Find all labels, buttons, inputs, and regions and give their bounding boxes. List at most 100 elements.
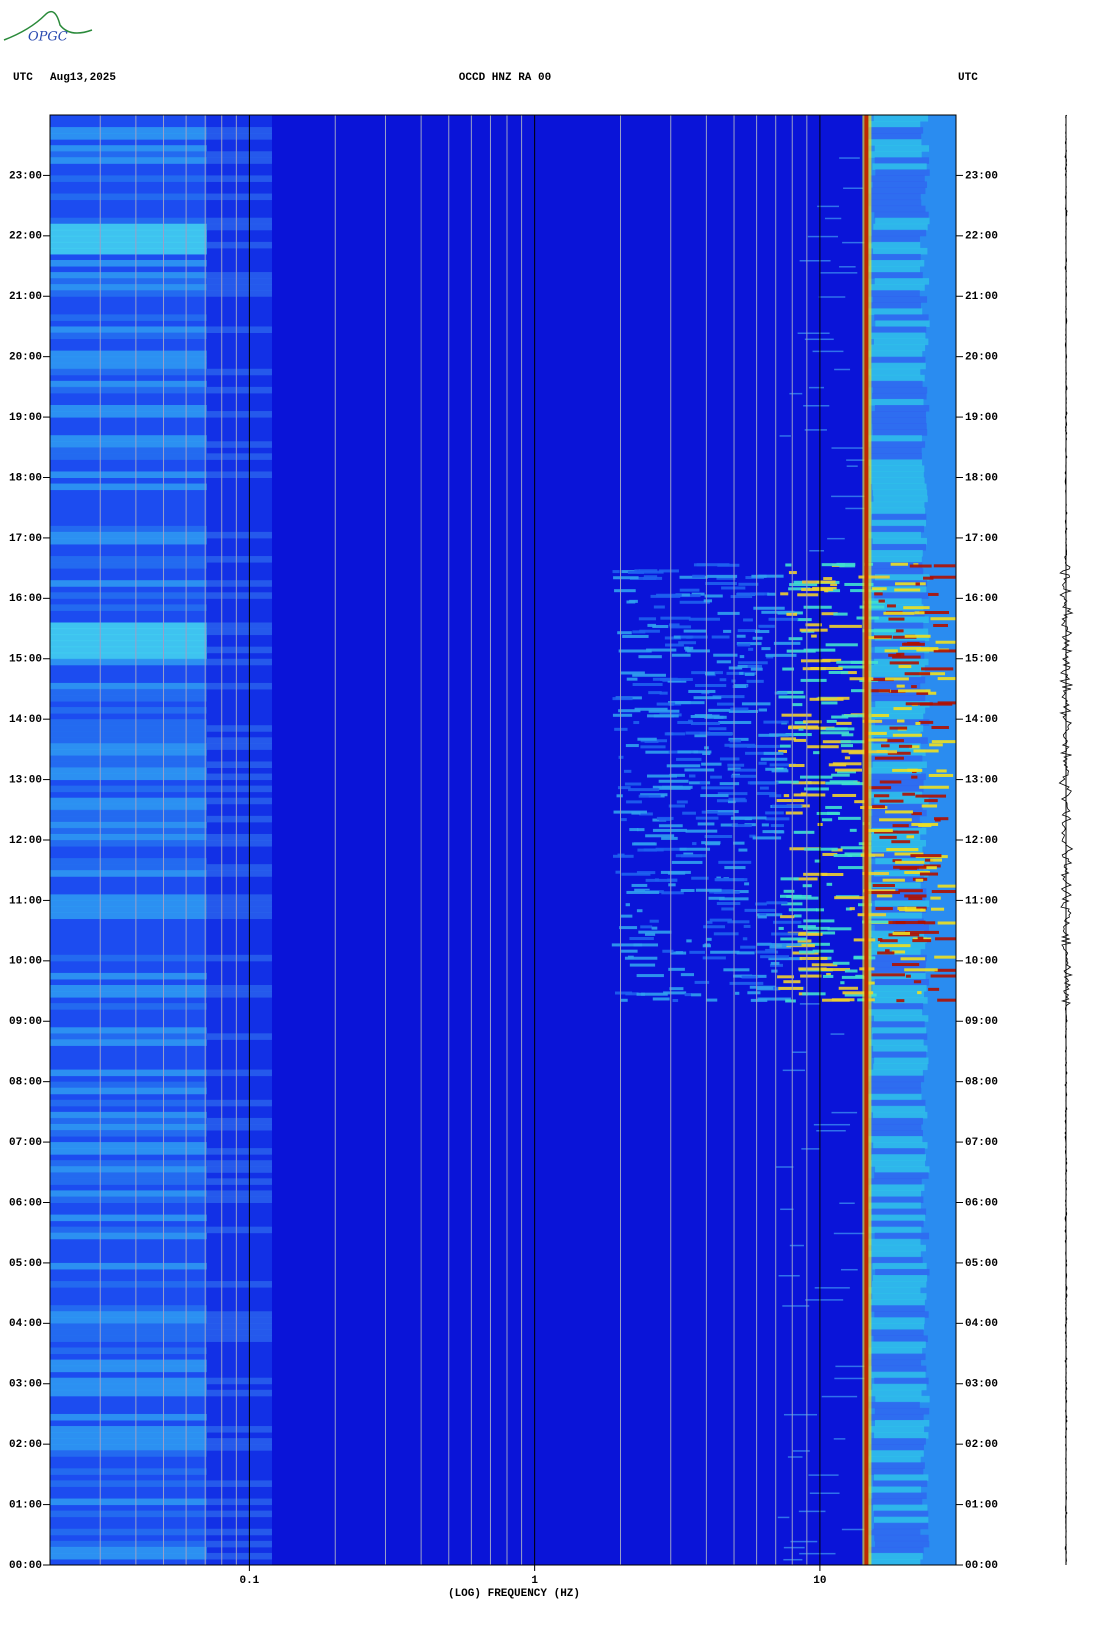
active-streak: [777, 690, 804, 694]
low-streak: [206, 453, 272, 460]
active-streak: [737, 629, 760, 633]
active-streak: [748, 647, 754, 651]
active-streak: [844, 993, 877, 997]
active-streak: [918, 720, 934, 724]
low-streak: [50, 604, 207, 611]
high-streak: [873, 1045, 928, 1052]
low-streak: [50, 773, 207, 781]
active-streak: [685, 648, 692, 652]
active-streak: [913, 980, 922, 984]
active-streak: [704, 834, 733, 839]
active-streak: [738, 582, 759, 586]
active-streak: [680, 973, 694, 977]
y-tick-label-right: 02:00: [965, 1439, 998, 1451]
low-streak: [50, 1160, 207, 1167]
y-tick-label-right: 18:00: [965, 472, 998, 484]
spectrogram: [50, 115, 956, 1565]
active-streak: [919, 610, 950, 615]
active-streak: [754, 630, 770, 634]
active-streak: [685, 646, 694, 650]
y-tick-label-right: 21:00: [965, 291, 998, 303]
low-streak: [50, 1389, 207, 1397]
active-streak: [844, 582, 874, 586]
high-streak: [871, 411, 927, 418]
active-streak: [838, 986, 859, 990]
weak-streak: [792, 1450, 810, 1452]
y-tick-label-right: 10:00: [965, 956, 998, 968]
low-streak: [206, 1329, 272, 1336]
active-streak: [886, 739, 904, 743]
active-streak: [793, 830, 815, 834]
high-streak: [866, 193, 921, 201]
active-streak: [937, 921, 956, 925]
high-streak: [868, 1552, 923, 1560]
active-streak: [857, 913, 887, 917]
active-streak: [615, 870, 621, 874]
active-streak: [720, 823, 738, 827]
high-streak: [872, 761, 927, 768]
high-streak: [867, 791, 923, 799]
weak-streak: [782, 1305, 810, 1307]
active-streak: [919, 647, 939, 651]
active-streak: [632, 630, 646, 634]
active-streak: [727, 920, 750, 924]
active-streak: [667, 871, 686, 875]
active-streak: [646, 648, 677, 652]
active-streak: [771, 969, 778, 973]
low-streak: [206, 175, 272, 182]
high-streak: [866, 670, 922, 678]
active-streak: [719, 782, 740, 786]
high-streak: [870, 640, 926, 648]
low-streak: [206, 1438, 272, 1445]
active-streak: [628, 788, 660, 792]
low-streak: [50, 350, 207, 358]
active-streak: [879, 818, 912, 822]
active-streak: [704, 671, 715, 675]
active-streak: [799, 628, 828, 632]
low-streak: [50, 1311, 207, 1318]
active-streak: [707, 732, 733, 736]
active-streak: [746, 744, 780, 748]
active-streak: [842, 991, 874, 995]
active-streak: [632, 682, 663, 687]
high-streak: [874, 900, 930, 907]
high-streak: [874, 1172, 929, 1179]
active-streak: [879, 799, 904, 803]
low-streak: [50, 1087, 207, 1095]
active-streak: [768, 957, 803, 961]
y-tick-label-right: 13:00: [965, 774, 998, 786]
weak-streak: [789, 1244, 804, 1247]
active-streak: [834, 896, 866, 900]
weak-streak: [803, 405, 830, 407]
high-streak: [873, 495, 928, 503]
low-streak: [50, 737, 207, 744]
low-streak: [206, 1178, 272, 1185]
y-tick-label-right: 14:00: [965, 714, 998, 726]
high-streak: [870, 695, 926, 702]
active-streak: [629, 937, 654, 941]
weak-streak: [783, 1413, 818, 1416]
high-streak: [873, 1516, 929, 1524]
active-streak: [830, 582, 838, 587]
high-streak: [871, 1244, 926, 1252]
active-streak: [687, 649, 710, 653]
active-streak: [915, 582, 920, 586]
high-streak: [868, 803, 923, 811]
active-streak: [621, 872, 651, 876]
active-streak: [705, 581, 737, 586]
active-streak: [888, 617, 905, 621]
high-streak: [866, 1226, 922, 1234]
active-streak: [647, 623, 657, 627]
active-streak: [659, 569, 679, 573]
active-streak: [617, 631, 632, 635]
high-streak: [875, 217, 930, 225]
high-streak: [874, 1377, 929, 1385]
low-streak: [50, 284, 207, 291]
active-streak: [878, 944, 911, 948]
active-streak: [624, 782, 642, 786]
low-streak: [50, 483, 207, 491]
active-streak: [651, 926, 658, 930]
y-tick-label: 11:00: [9, 895, 42, 907]
high-streak: [869, 1444, 924, 1451]
